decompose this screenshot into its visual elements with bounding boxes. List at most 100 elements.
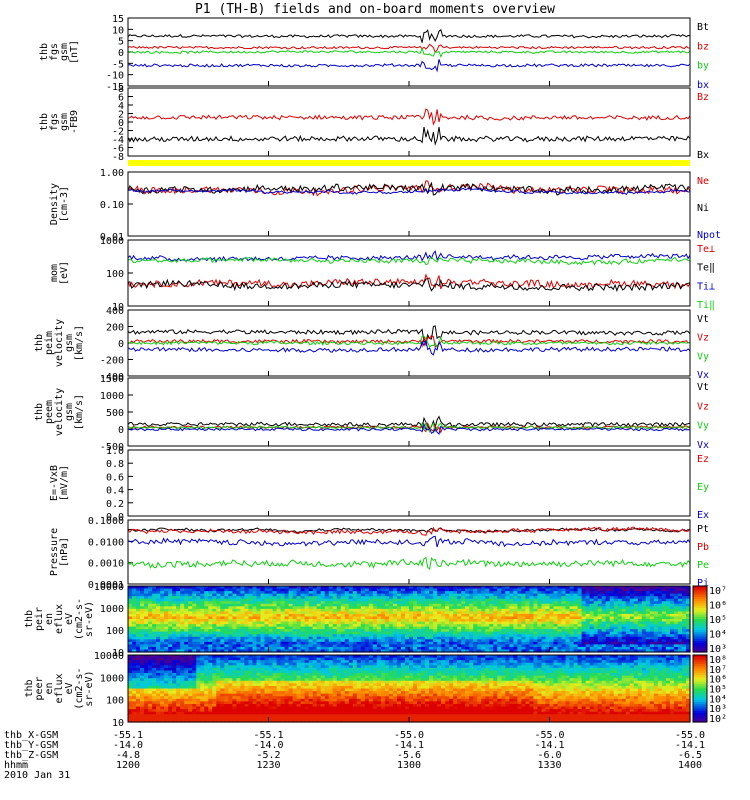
- heatmap-cell: [232, 667, 237, 672]
- heatmap-cell: [404, 586, 410, 590]
- heatmap-cell: [445, 649, 450, 653]
- heatmap-cell: [204, 591, 209, 595]
- heatmap-cell: [545, 631, 551, 635]
- heatmap-cell: [569, 596, 575, 600]
- heatmap-cell: [561, 613, 567, 618]
- heatmap-cell: [260, 667, 266, 672]
- heatmap-cell: [140, 586, 145, 590]
- heatmap-cell: [577, 644, 583, 648]
- heatmap-cell: [144, 701, 149, 705]
- heatmap-cell: [192, 634, 197, 638]
- heatmap-cell: [264, 696, 270, 700]
- heatmap-cell: [461, 636, 466, 640]
- panel-frame: [127, 239, 691, 307]
- heatmap-cell: [585, 611, 591, 615]
- heatmap-cell: [413, 606, 418, 610]
- heatmap-cell: [224, 667, 229, 672]
- heatmap-cell: [248, 644, 254, 648]
- heatmap-cell: [140, 593, 145, 597]
- heatmap-cell: [136, 662, 141, 666]
- heatmap-cell: [288, 603, 294, 607]
- heatmap-cell: [248, 685, 254, 690]
- heatmap-cell: [669, 646, 675, 651]
- heatmap-cell: [429, 608, 434, 612]
- heatmap-cell: [445, 606, 450, 610]
- heatmap-cell: [469, 634, 474, 638]
- heatmap-cell: [589, 593, 595, 597]
- heatmap-cell: [613, 634, 619, 638]
- heatmap-cell: [673, 624, 679, 628]
- heatmap-cell: [445, 591, 450, 595]
- heatmap-cell: [457, 616, 462, 620]
- heatmap-cell: [136, 719, 141, 723]
- heatmap-cell: [144, 596, 149, 600]
- heatmap-cell: [553, 621, 559, 625]
- heatmap-cell: [284, 606, 290, 610]
- heatmap-cell: [232, 606, 237, 610]
- heatmap-cell: [128, 631, 133, 635]
- heatmap-cell: [180, 698, 185, 702]
- heatmap-cell: [268, 644, 274, 648]
- heatmap-cell: [192, 711, 197, 715]
- heatmap-cell: [304, 591, 310, 595]
- heatmap-cell: [164, 711, 169, 715]
- heatmap-cell: [316, 588, 322, 592]
- heatmap-cell: [164, 655, 169, 659]
- heatmap-cell: [132, 657, 137, 661]
- heatmap-cell: [429, 636, 434, 640]
- heatmap-cell: [184, 698, 189, 702]
- heatmap-cell: [677, 606, 683, 610]
- heatmap-cell: [605, 619, 611, 623]
- heatmap-cell: [340, 591, 346, 595]
- heatmap-cell: [276, 655, 282, 659]
- heatmap-cell: [252, 616, 258, 620]
- heatmap-cell: [268, 629, 274, 633]
- heatmap-cell: [537, 613, 543, 618]
- heatmap-cell: [188, 691, 193, 695]
- heatmap-cell: [505, 598, 510, 602]
- heatmap-cell: [168, 660, 173, 664]
- heatmap-cell: [288, 626, 294, 630]
- heatmap-cell: [264, 688, 270, 692]
- heatmap-cell: [132, 709, 137, 713]
- heatmap-cell: [248, 675, 254, 679]
- heatmap-cell: [425, 621, 430, 625]
- heatmap-cell: [204, 629, 209, 633]
- heatmap-cell: [236, 685, 241, 690]
- heatmap-cell: [140, 591, 145, 595]
- heatmap-cell: [409, 624, 414, 628]
- heatmap-cell: [485, 616, 490, 620]
- heatmap-cell: [212, 703, 217, 708]
- heatmap-cell: [613, 631, 619, 635]
- heatmap-cell: [172, 665, 177, 669]
- heatmap-cell: [605, 646, 611, 651]
- heatmap-cell: [328, 639, 334, 643]
- heatmap-cell: [140, 673, 145, 677]
- heatmap-cell: [328, 606, 334, 610]
- heatmap-cell: [208, 631, 213, 635]
- heatmap-cell: [597, 598, 603, 602]
- heatmap-cell: [264, 709, 270, 713]
- heatmap-cell: [136, 675, 141, 679]
- heatmap-cell: [457, 601, 462, 605]
- ytick-label: 5: [118, 37, 124, 48]
- heatmap-cell: [272, 611, 278, 615]
- heatmap-cell: [268, 709, 274, 713]
- heatmap-cell: [645, 619, 651, 623]
- heatmap-cell: [517, 624, 522, 628]
- heatmap-cell: [272, 616, 278, 620]
- heatmap-cell: [308, 608, 314, 612]
- heatmap-cell: [384, 616, 390, 620]
- heatmap-cell: [513, 616, 518, 620]
- heatmap-cell: [188, 634, 193, 638]
- heatmap-cell: [132, 662, 137, 666]
- heatmap-cell: [549, 644, 555, 648]
- heatmap-cell: [188, 616, 193, 620]
- series-line-Te‖: [127, 278, 691, 293]
- heatmap-cell: [232, 593, 237, 597]
- heatmap-cell: [360, 629, 366, 633]
- heatmap-cell: [128, 693, 133, 697]
- y-axis-label-line: [nT]: [69, 40, 80, 64]
- heatmap-cell: [176, 601, 181, 605]
- heatmap-cell: [276, 626, 282, 630]
